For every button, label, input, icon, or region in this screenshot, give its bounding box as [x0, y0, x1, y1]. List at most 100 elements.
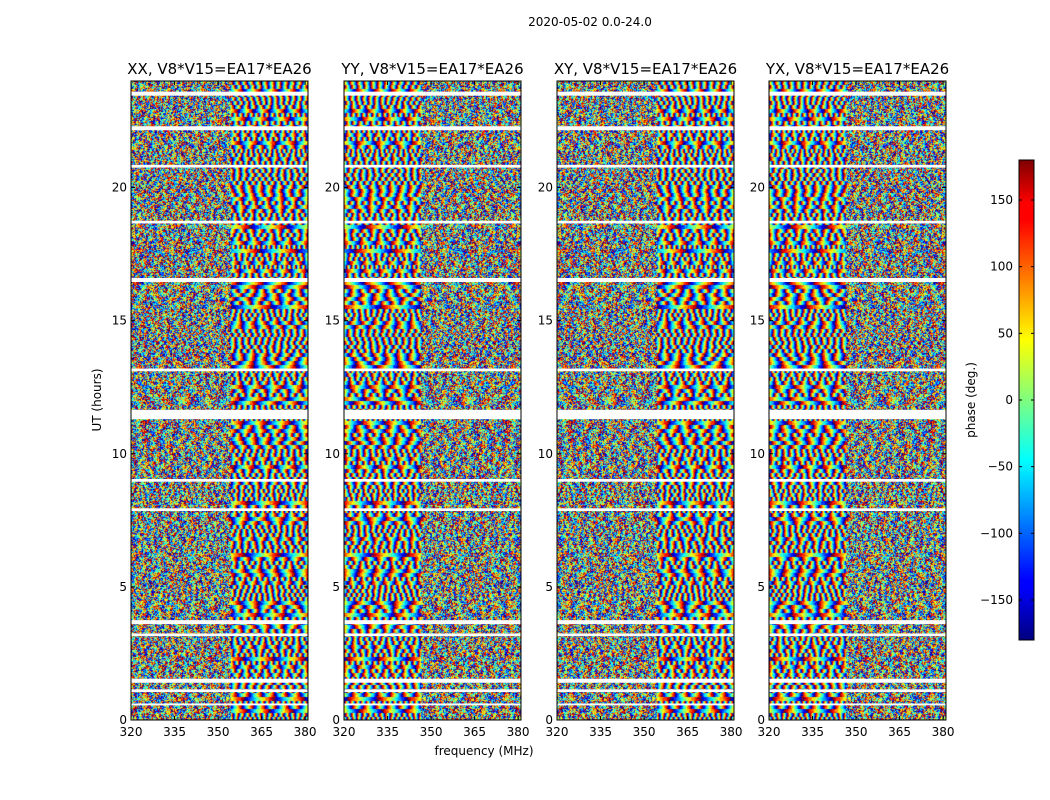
- flagged-band: [557, 508, 734, 511]
- x-tick-label: 320: [120, 725, 143, 739]
- y-tick-label: 5: [757, 580, 765, 594]
- y-tick-label: 10: [325, 447, 340, 461]
- flagged-band: [557, 409, 734, 420]
- flagged-band: [557, 620, 734, 625]
- flagged-band: [557, 633, 734, 637]
- x-tick-label: 335: [801, 725, 824, 739]
- flagged-band: [769, 91, 946, 96]
- flagged-band: [131, 220, 308, 224]
- flagged-band: [344, 220, 521, 224]
- x-tick-label: 350: [845, 725, 868, 739]
- phase-heatmap-yy: [344, 81, 521, 720]
- flagged-band: [769, 689, 946, 693]
- flagged-band: [131, 703, 308, 706]
- flagged-band: [769, 164, 946, 168]
- colorbar-tick-label: −150: [980, 593, 1013, 607]
- flagged-band: [769, 479, 946, 482]
- x-tick-label: 350: [420, 725, 443, 739]
- flagged-band: [131, 409, 308, 420]
- colorbar-tick-label: 0: [1005, 393, 1013, 407]
- flagged-band: [769, 278, 946, 283]
- panel-title-yy: YY, V8*V15=EA17*EA26: [340, 60, 523, 78]
- panel-title-xy: XY, V8*V15=EA17*EA26: [554, 60, 737, 78]
- flagged-band: [557, 703, 734, 706]
- x-tick-label: 380: [720, 725, 743, 739]
- flagged-band: [131, 164, 308, 168]
- flagged-band: [344, 164, 521, 168]
- phase-heatmap-xy: [557, 81, 734, 720]
- flagged-band: [131, 620, 308, 625]
- x-tick-label: 320: [758, 725, 781, 739]
- colorbar-tick-label: 100: [990, 260, 1013, 274]
- flagged-band: [557, 479, 734, 482]
- x-tick-label: 365: [676, 725, 699, 739]
- panel-yx: YX, V8*V15=EA17*EA26 320 335 350 365 380 0 5 10 1…: [750, 60, 955, 739]
- flagged-band: [131, 126, 308, 131]
- flagged-band: [344, 620, 521, 625]
- x-tick-label: 335: [589, 725, 612, 739]
- flagged-band: [344, 689, 521, 693]
- flagged-band: [557, 368, 734, 372]
- y-tick-label: 10: [112, 447, 127, 461]
- phase-heatmap-yx: [769, 81, 946, 720]
- flagged-band: [344, 409, 521, 420]
- y-tick-label: 5: [332, 580, 340, 594]
- flagged-band: [769, 220, 946, 224]
- flagged-band: [131, 278, 308, 283]
- flagged-band: [557, 220, 734, 224]
- flagged-band: [344, 678, 521, 683]
- colorbar-tick-label: 50: [998, 326, 1013, 340]
- panel-frame: [343, 80, 522, 721]
- y-tick-label: 5: [119, 580, 127, 594]
- colorbar-ticks: −150 −100 −50 0 50 100 150: [980, 193, 1034, 607]
- flagged-band: [769, 703, 946, 706]
- x-tick-label: 350: [207, 725, 230, 739]
- panel-xy: XY, V8*V15=EA17*EA26 320 335 350 365 380 0 5 10 1…: [538, 60, 743, 739]
- y-tick-label: 5: [545, 580, 553, 594]
- x-tick-label: 320: [546, 725, 569, 739]
- y-tick-label: 20: [538, 181, 553, 195]
- y-tick-label: 0: [545, 713, 553, 727]
- flagged-band: [344, 91, 521, 96]
- y-tick-label: 10: [750, 447, 765, 461]
- y-tick-label: 15: [750, 314, 765, 328]
- flagged-band: [344, 633, 521, 637]
- x-tick-label: 335: [376, 725, 399, 739]
- y-tick-label: 20: [325, 181, 340, 195]
- x-axis-label: frequency (MHz): [434, 744, 533, 758]
- y-tick-label: 15: [112, 314, 127, 328]
- flagged-band: [769, 678, 946, 683]
- y-tick-label: 0: [332, 713, 340, 727]
- flagged-band: [557, 689, 734, 693]
- colorbar-label: phase (deg.): [964, 362, 978, 438]
- x-tick-label: 380: [507, 725, 530, 739]
- flagged-band: [344, 703, 521, 706]
- figure-suptitle: 2020-05-02 0.0-24.0: [528, 15, 652, 29]
- x-tick-label: 365: [250, 725, 273, 739]
- flagged-band: [131, 368, 308, 372]
- x-tick-label: 335: [163, 725, 186, 739]
- y-tick-label: 0: [119, 713, 127, 727]
- flagged-band: [131, 479, 308, 482]
- flagged-band: [344, 126, 521, 131]
- x-tick-label: 350: [633, 725, 656, 739]
- colorbar-tick-label: 150: [990, 193, 1013, 207]
- x-tick-label: 365: [463, 725, 486, 739]
- flagged-band: [131, 633, 308, 637]
- flagged-band: [557, 278, 734, 283]
- flagged-band: [769, 126, 946, 131]
- flagged-band: [769, 368, 946, 372]
- y-tick-label: 20: [750, 181, 765, 195]
- flagged-band: [131, 689, 308, 693]
- flagged-band: [131, 508, 308, 511]
- flagged-band: [344, 508, 521, 511]
- panel-xx: XX, V8*V15=EA17*EA26 320 335 350 365 380 0 5 10 1…: [112, 60, 317, 739]
- y-tick-label: 15: [325, 314, 340, 328]
- flagged-band: [557, 678, 734, 683]
- panel-title-yx: YX, V8*V15=EA17*EA26: [765, 60, 949, 78]
- flagged-band: [769, 409, 946, 420]
- flagged-band: [131, 678, 308, 683]
- y-tick-label: 0: [757, 713, 765, 727]
- y-tick-label: 10: [538, 447, 553, 461]
